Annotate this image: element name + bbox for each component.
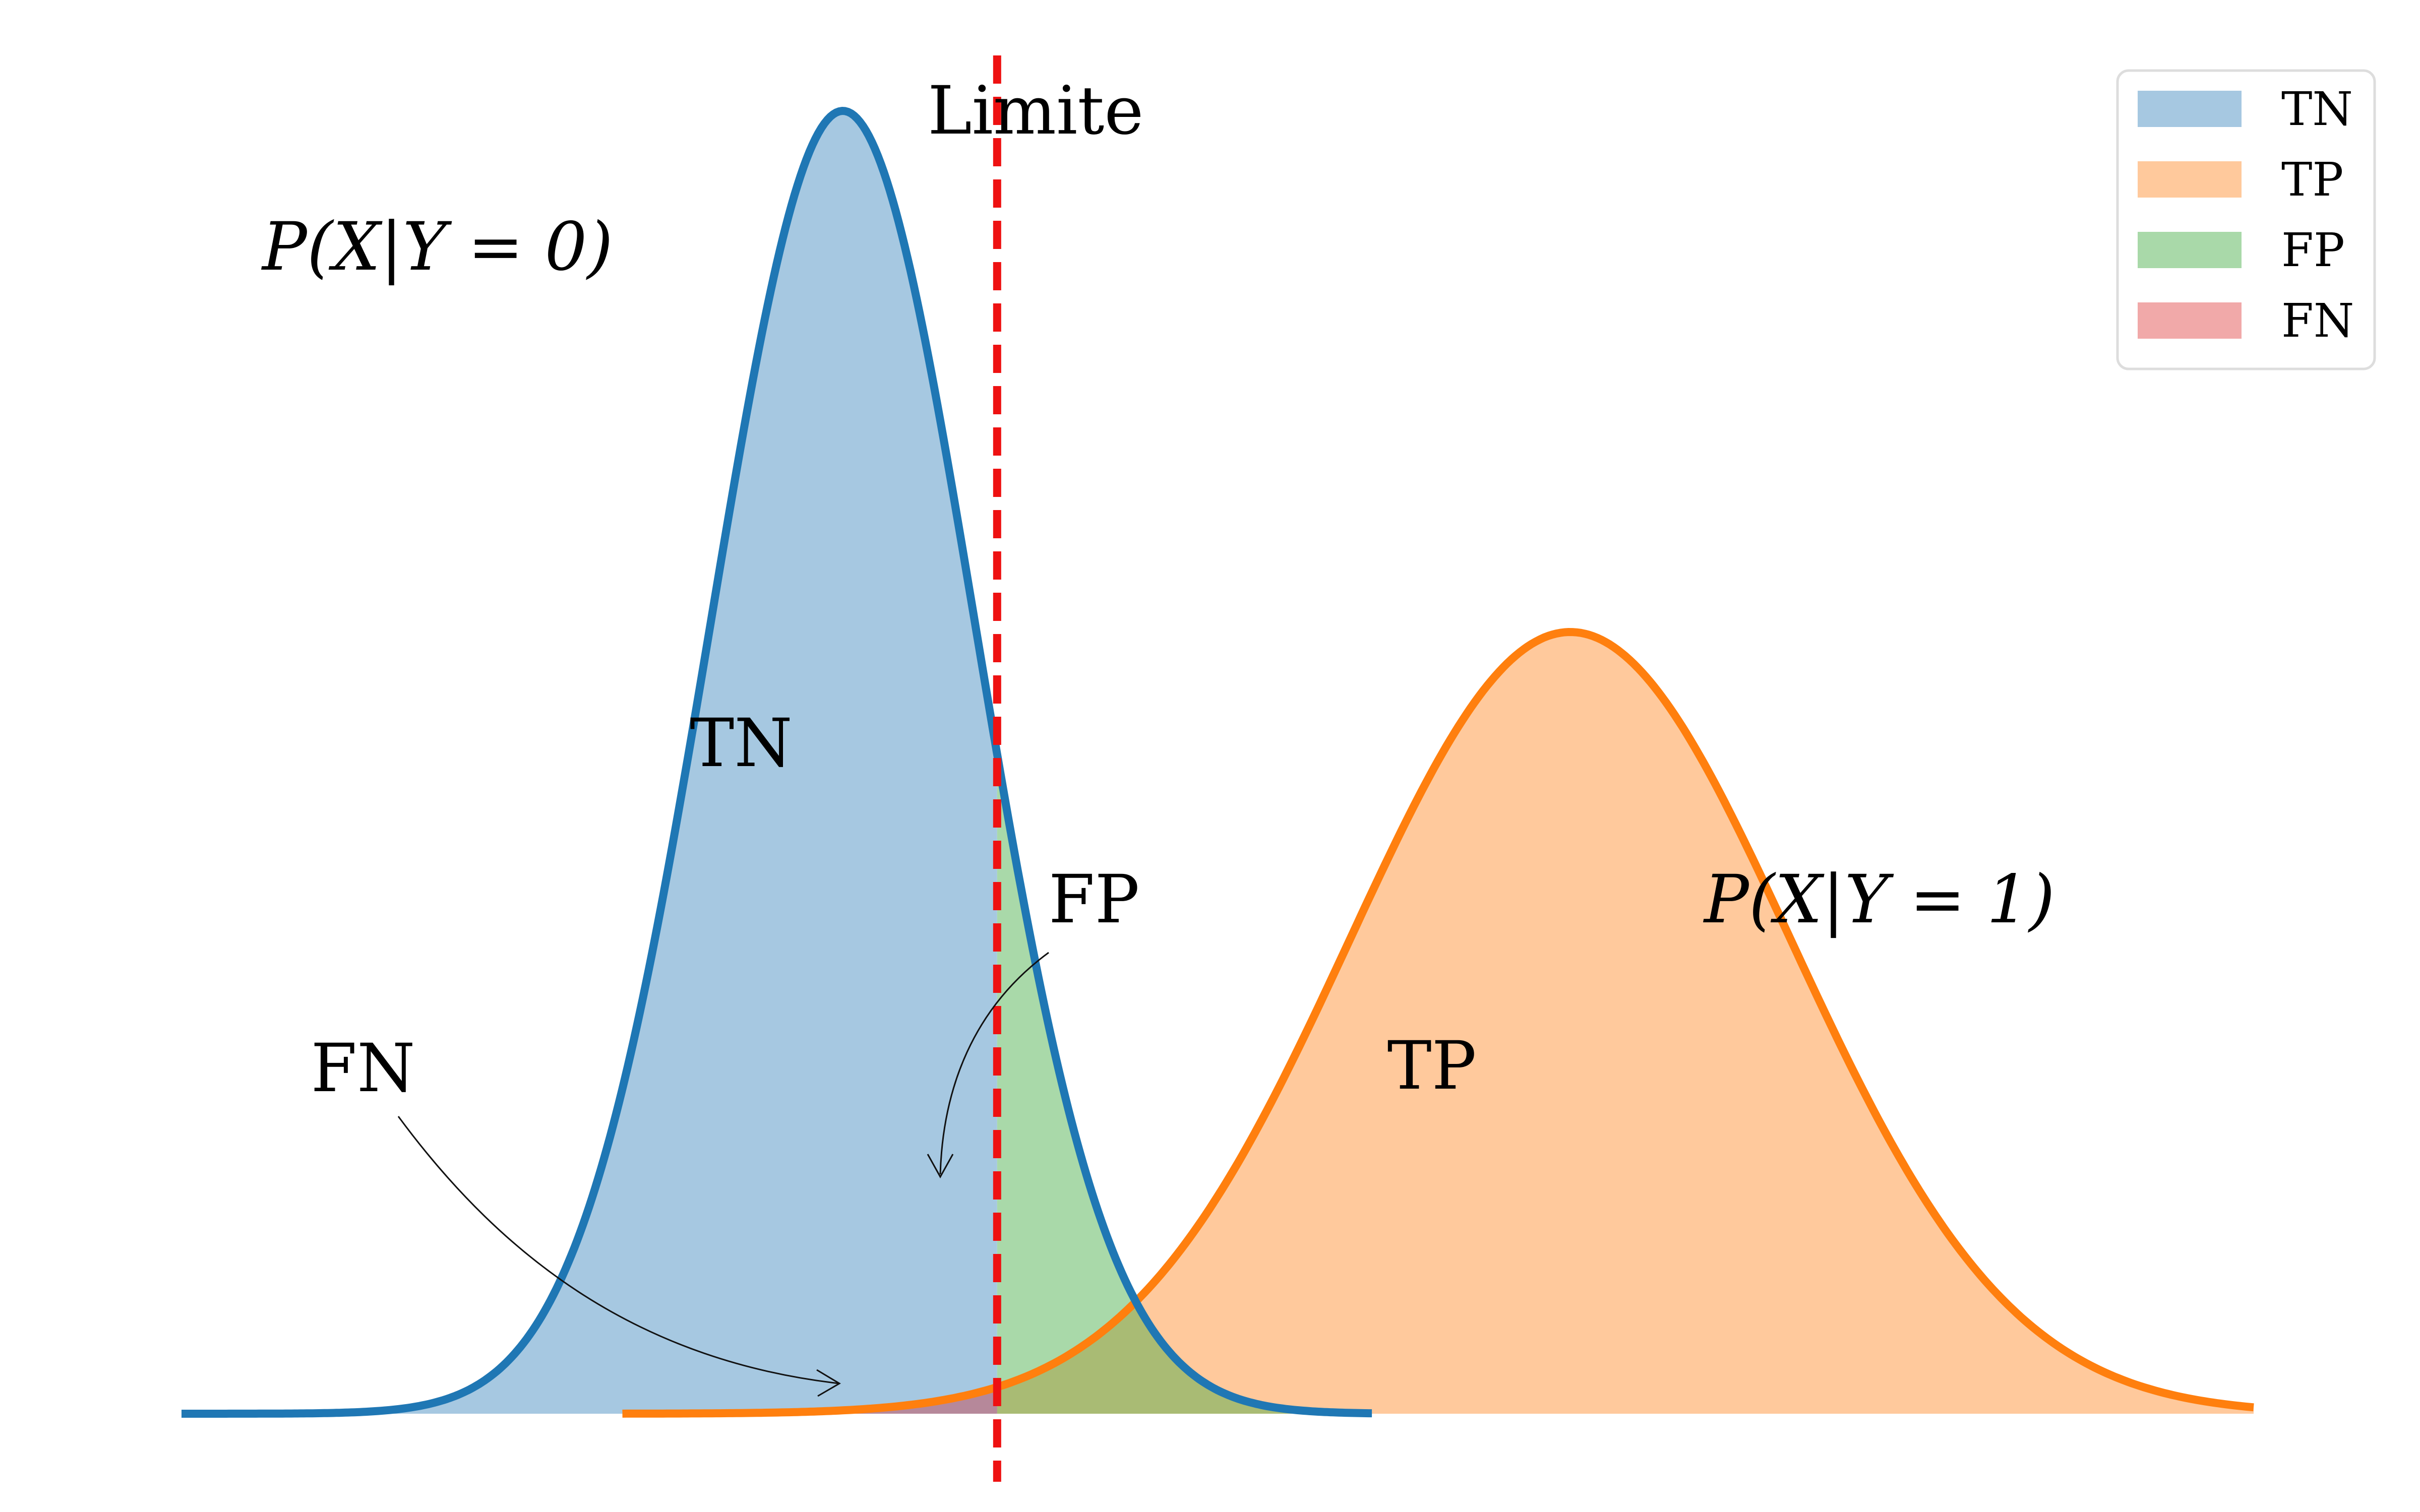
legend-label-fp: FP (2281, 223, 2345, 277)
legend-frame (2116, 69, 2376, 370)
chart-areas (182, 111, 2254, 1414)
fp-annotation-arrow (927, 952, 1049, 1179)
fp-tp-overlap-area (997, 1302, 1372, 1414)
chart-curves (180, 107, 2254, 1418)
region-label-fn: FN (311, 1030, 415, 1107)
threshold-label: Limite (928, 72, 1143, 150)
fn-annotation-arrow (397, 1116, 841, 1397)
region-label-fp: FP (1049, 861, 1139, 938)
positive-class-curve (622, 628, 2254, 1418)
tn-area (182, 111, 997, 1414)
legend: TN TP FP FN (2116, 69, 2376, 370)
tp-area (997, 632, 2254, 1414)
legend-label-fn: FN (2281, 294, 2354, 348)
legend-swatch-fn (2138, 302, 2242, 339)
curve-label-negative-class: P(X|Y = 0) (261, 208, 613, 286)
curve-label-positive-class: P(X|Y = 1) (1703, 861, 2055, 938)
legend-label-tn: TN (2281, 82, 2353, 136)
region-label-tp: TP (1387, 1027, 1477, 1105)
region-label-tn: TN (690, 705, 793, 782)
legend-swatch-fp (2138, 232, 2242, 268)
legend-swatch-tp (2138, 161, 2242, 198)
legend-swatch-tn (2138, 91, 2242, 127)
fp-area (997, 754, 1372, 1414)
negative-class-curve (180, 107, 1373, 1418)
legend-label-tp: TP (2281, 153, 2343, 207)
